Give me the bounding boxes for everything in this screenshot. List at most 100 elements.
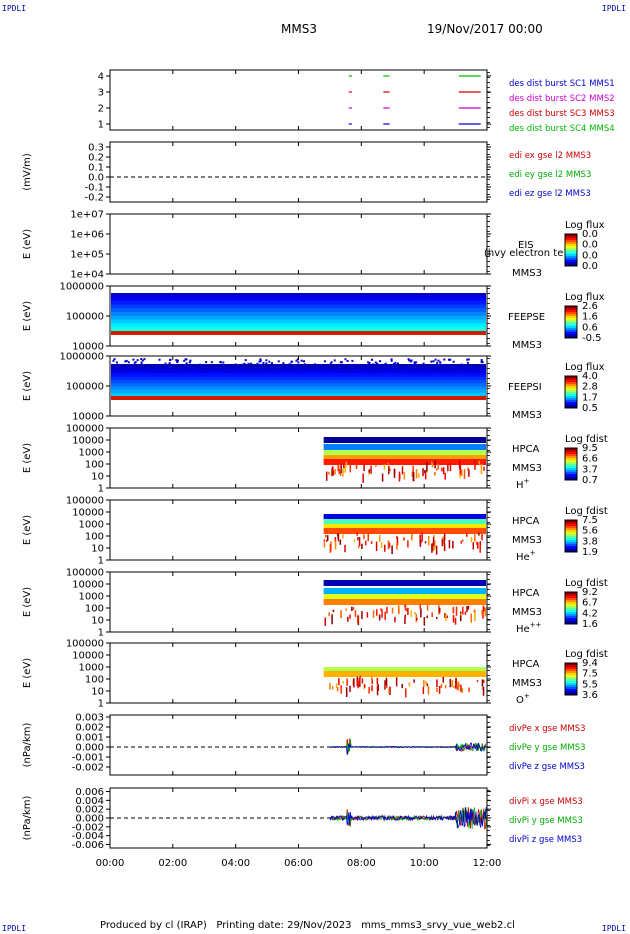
spectrogram-pixel <box>413 361 416 364</box>
spectrogram-pixel <box>434 460 436 469</box>
colorbar-segment <box>565 460 577 463</box>
spectrogram-pixel <box>451 369 454 372</box>
spectrogram-pixel <box>331 685 334 690</box>
spectrogram-pixel <box>338 468 340 475</box>
y-tick-label: 10000 <box>72 508 104 519</box>
colorbar <box>564 662 578 696</box>
spectrogram-pixel <box>152 370 155 373</box>
colorbar-frame <box>564 447 578 481</box>
spectrogram-pixel <box>421 532 423 542</box>
colorbar-segment <box>565 604 577 607</box>
y-tick-label: -0.002 <box>72 763 104 774</box>
spectrogram-pixel <box>185 362 188 365</box>
spectrogram-pixel <box>311 368 314 371</box>
spectrogram-pixel <box>339 371 342 374</box>
spectrogram-pixel <box>466 605 468 612</box>
y-tick-label: 3 <box>98 88 104 99</box>
colorbar-tick-label: 6.6 <box>582 454 598 465</box>
colorbar-segment <box>565 598 577 601</box>
spectrogram-pixel <box>372 610 375 618</box>
spectrogram-pixel <box>444 473 446 480</box>
spectrogram-pixel <box>376 609 378 616</box>
spectrogram-pixel <box>303 360 306 363</box>
colorbar-segment <box>565 378 577 381</box>
y-tick-label: 100000 <box>66 312 104 323</box>
spectrogram-pixel <box>441 365 444 368</box>
y-tick-label: 1 <box>98 120 104 131</box>
colorbar-segment <box>565 669 577 672</box>
spectrogram-pixel <box>441 539 444 547</box>
colorbar-segment <box>565 689 577 692</box>
spectrogram-band <box>111 376 486 381</box>
spectrogram-pixel <box>363 534 365 540</box>
colorbar-segment <box>565 394 577 397</box>
colorbar-segment <box>565 622 577 625</box>
x-tick-label: 10:00 <box>410 858 439 869</box>
y-tick-label: 100000 <box>66 568 104 579</box>
spectrogram-pixel <box>461 370 464 373</box>
spectrogram-pixel <box>337 533 339 539</box>
colorbar-segment <box>565 526 577 529</box>
colorbar-segment <box>565 404 577 407</box>
spectrogram-pixel <box>343 461 345 464</box>
spectrogram-pixel <box>387 540 390 550</box>
spectrogram-pixel <box>384 544 386 552</box>
spectrogram-pixel <box>265 359 268 362</box>
spectrogram-pixel <box>328 612 330 617</box>
colorbar-segment <box>565 452 577 455</box>
spectrogram-pixel <box>366 364 369 367</box>
colorbar-tick-label: 3.7 <box>582 464 598 475</box>
spectrogram-pixel <box>430 461 433 465</box>
spectrogram-pixel <box>185 358 188 361</box>
spectrogram-pixel <box>446 615 448 619</box>
spectrogram-pixel <box>432 366 435 369</box>
colorbar-segment <box>565 528 577 531</box>
spacecraft-label: MMS3 <box>512 678 542 689</box>
spectrogram-pixel <box>374 368 377 371</box>
colorbar-segment <box>565 693 577 696</box>
y-axis-label: E (eV) <box>22 301 33 331</box>
colorbar-tick-label: 0.0 <box>582 250 598 261</box>
spectrogram-pixel <box>418 473 420 478</box>
y-tick-label: 0.002 <box>75 805 104 816</box>
instrument-label: FEEPSI <box>508 382 542 393</box>
spectrogram-pixel <box>371 363 374 366</box>
spectrogram-pixel <box>160 367 163 370</box>
spectrogram-pixel <box>472 542 475 550</box>
spectrogram-pixel <box>400 368 403 371</box>
spectrogram-pixel <box>455 678 457 686</box>
corner-label-top-left: IPDLI <box>2 4 27 13</box>
spectrogram-pixel <box>426 604 429 611</box>
colorbar-frame <box>564 519 578 553</box>
spectrogram-pixel <box>371 679 373 684</box>
spectrogram-pixel <box>407 369 410 372</box>
spectrogram-pixel <box>381 363 384 366</box>
spectrogram-pixel <box>356 364 359 367</box>
colorbar-segment <box>565 667 577 670</box>
spectrogram-pixel <box>188 365 191 368</box>
colorbar-tick-label: 7.5 <box>582 515 598 526</box>
spectrogram-pixel <box>394 366 397 369</box>
spectrogram-pixel <box>466 361 469 364</box>
spectrogram-pixel <box>469 369 472 372</box>
spectrogram-pixel <box>447 464 449 472</box>
spectrogram-pixel <box>451 679 454 687</box>
colorbar-segment <box>565 663 577 666</box>
spectrogram-pixel <box>411 533 413 541</box>
y-tick-label: 100 <box>85 604 104 615</box>
spectrogram-pixel <box>413 366 416 369</box>
spectrogram-pixel <box>392 363 395 366</box>
spectrogram-pixel <box>326 369 329 372</box>
spectrogram-pixel <box>204 368 207 371</box>
spectrogram-pixel <box>176 359 179 362</box>
spectrogram-pixel <box>344 358 347 361</box>
spectrogram-pixel <box>440 683 443 688</box>
spectrogram-pixel <box>325 539 328 542</box>
spectrogram-pixel <box>460 365 463 368</box>
spectrogram-pixel <box>361 611 363 620</box>
spectrogram-pixel <box>389 686 391 696</box>
spectrogram-pixel <box>454 684 457 689</box>
colorbar-tick-label: 0.7 <box>582 475 598 486</box>
colorbar-segment <box>565 476 577 479</box>
